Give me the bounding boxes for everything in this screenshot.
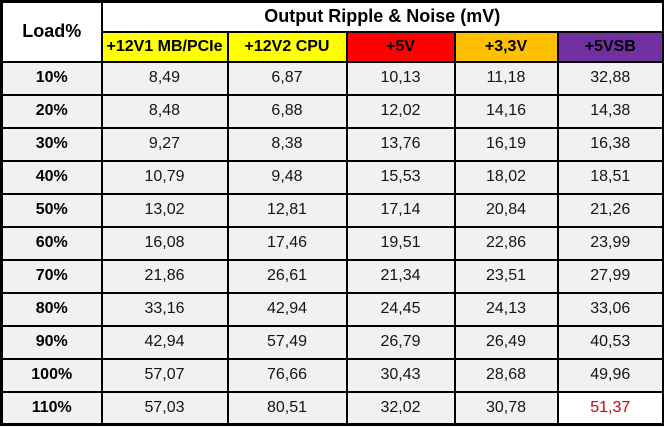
column-header-3v3: +3,3V <box>453 30 559 63</box>
value-cell: 14,38 <box>556 93 664 129</box>
value-cell: 21,86 <box>100 258 229 294</box>
table-row: 100% 57,07 76,66 30,43 28,68 49,96 <box>0 357 664 393</box>
value-cell: 17,14 <box>345 192 456 228</box>
value-cell: 27,99 <box>556 258 664 294</box>
value-cell: 18,51 <box>556 159 664 195</box>
value-cell: 16,08 <box>100 225 229 261</box>
table-row: 20% 8,48 6,88 12,02 14,16 14,38 <box>0 93 664 129</box>
table-row: 110% 57,03 80,51 32,02 30,78 51,37 <box>0 390 664 426</box>
value-cell: 24,45 <box>345 291 456 327</box>
value-cell: 6,87 <box>226 60 348 96</box>
value-cell: 33,06 <box>556 291 664 327</box>
value-cell: 12,02 <box>345 93 456 129</box>
column-header-5vsb: +5VSB <box>556 30 664 63</box>
value-cell: 21,26 <box>556 192 664 228</box>
value-cell: 40,53 <box>556 324 664 360</box>
load-cell: 60% <box>0 225 103 261</box>
column-header-12v1: +12V1 MB/PCIe <box>100 30 229 63</box>
load-cell: 80% <box>0 291 103 327</box>
value-cell: 42,94 <box>226 291 348 327</box>
value-cell: 57,49 <box>226 324 348 360</box>
value-cell: 10,79 <box>100 159 229 195</box>
value-cell: 30,78 <box>453 390 559 426</box>
value-cell: 10,13 <box>345 60 456 96</box>
value-cell: 19,51 <box>345 225 456 261</box>
column-header-row: +12V1 MB/PCIe +12V2 CPU +5V +3,3V +5VSB <box>2 30 664 63</box>
value-cell: 16,19 <box>453 126 559 162</box>
value-cell: 9,48 <box>226 159 348 195</box>
value-cell: 20,84 <box>453 192 559 228</box>
load-cell: 70% <box>0 258 103 294</box>
table-title: Output Ripple & Noise (mV) <box>100 0 664 33</box>
value-cell: 80,51 <box>226 390 348 426</box>
value-cell: 18,02 <box>453 159 559 195</box>
highlighted-value-cell: 51,37 <box>556 390 664 426</box>
value-cell: 13,76 <box>345 126 456 162</box>
value-cell: 32,88 <box>556 60 664 96</box>
value-cell: 8,38 <box>226 126 348 162</box>
value-cell: 23,51 <box>453 258 559 294</box>
load-cell: 50% <box>0 192 103 228</box>
value-cell: 12,81 <box>226 192 348 228</box>
value-cell: 42,94 <box>100 324 229 360</box>
value-cell: 28,68 <box>453 357 559 393</box>
value-cell: 49,96 <box>556 357 664 393</box>
value-cell: 32,02 <box>345 390 456 426</box>
load-cell: 100% <box>0 357 103 393</box>
value-cell: 15,53 <box>345 159 456 195</box>
table-row: 30% 9,27 8,38 13,76 16,19 16,38 <box>0 126 664 162</box>
value-cell: 14,16 <box>453 93 559 129</box>
table-row: 50% 13,02 12,81 17,14 20,84 21,26 <box>0 192 664 228</box>
value-cell: 22,86 <box>453 225 559 261</box>
value-cell: 17,46 <box>226 225 348 261</box>
table-row: 60% 16,08 17,46 19,51 22,86 23,99 <box>0 225 664 261</box>
value-cell: 23,99 <box>556 225 664 261</box>
value-cell: 33,16 <box>100 291 229 327</box>
load-cell: 10% <box>0 60 103 96</box>
value-cell: 8,49 <box>100 60 229 96</box>
load-cell: 110% <box>0 390 103 426</box>
table-row: 70% 21,86 26,61 21,34 23,51 27,99 <box>0 258 664 294</box>
value-cell: 57,03 <box>100 390 229 426</box>
value-cell: 26,79 <box>345 324 456 360</box>
value-cell: 16,38 <box>556 126 664 162</box>
value-cell: 13,02 <box>100 192 229 228</box>
column-header-5v: +5V <box>345 30 456 63</box>
load-column-header: Load% <box>0 0 103 63</box>
value-cell: 30,43 <box>345 357 456 393</box>
load-cell: 40% <box>0 159 103 195</box>
value-cell: 8,48 <box>100 93 229 129</box>
value-cell: 6,88 <box>226 93 348 129</box>
table-row: 80% 33,16 42,94 24,45 24,13 33,06 <box>0 291 664 327</box>
value-cell: 24,13 <box>453 291 559 327</box>
value-cell: 26,61 <box>226 258 348 294</box>
value-cell: 26,49 <box>453 324 559 360</box>
table-title-row: Load% Output Ripple & Noise (mV) <box>0 0 664 63</box>
value-cell: 11,18 <box>453 60 559 96</box>
load-cell: 30% <box>0 126 103 162</box>
table-row: 10% 8,49 6,87 10,13 11,18 32,88 <box>0 60 664 96</box>
load-cell: 20% <box>0 93 103 129</box>
value-cell: 21,34 <box>345 258 456 294</box>
value-cell: 57,07 <box>100 357 229 393</box>
table-row: 90% 42,94 57,49 26,79 26,49 40,53 <box>0 324 664 360</box>
column-header-12v2: +12V2 CPU <box>226 30 348 63</box>
value-cell: 76,66 <box>226 357 348 393</box>
value-cell: 9,27 <box>100 126 229 162</box>
load-cell: 90% <box>0 324 103 360</box>
table-row: 40% 10,79 9,48 15,53 18,02 18,51 <box>0 159 664 195</box>
